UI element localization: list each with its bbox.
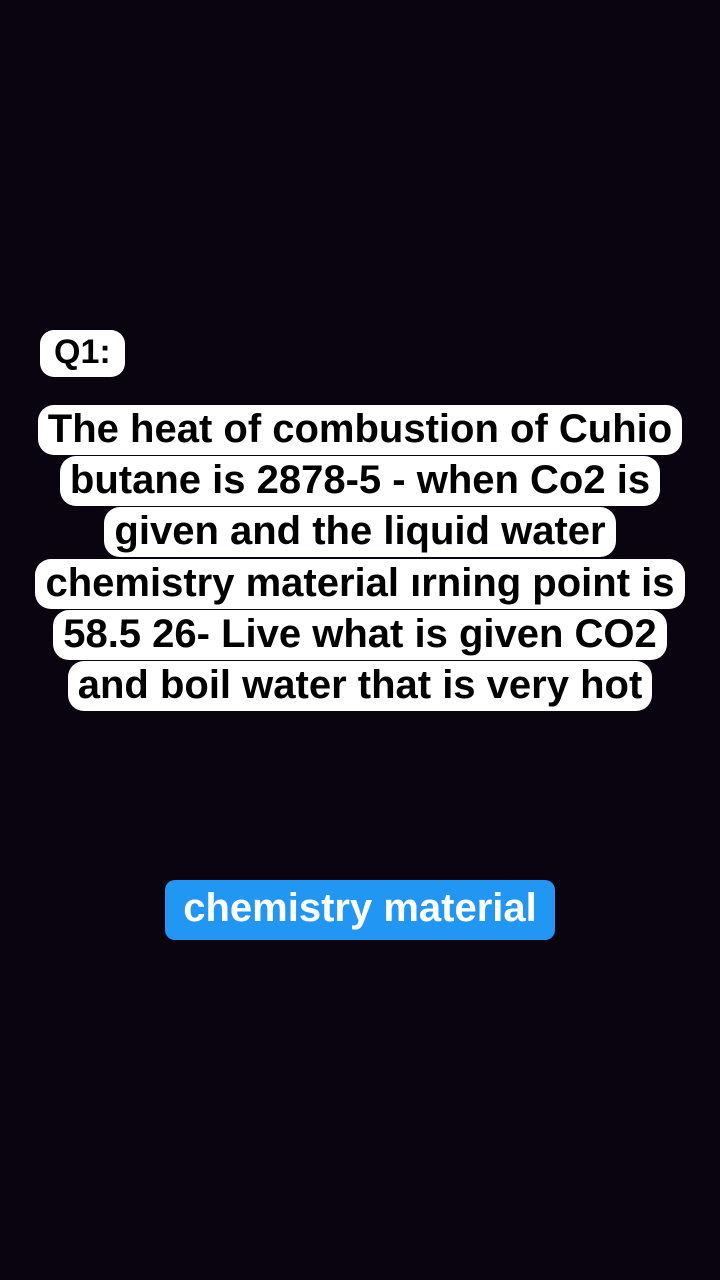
- mention-tag-wrap: chemistry material: [0, 880, 720, 940]
- question-body-outer: The heat of combustion of Cuhio butane i…: [20, 404, 700, 711]
- question-body-wrap: The heat of combustion of Cuhio butane i…: [0, 404, 720, 711]
- mention-tag[interactable]: chemistry material: [165, 880, 555, 940]
- story-stage: Q1: The heat of combustion of Cuhio buta…: [0, 0, 720, 1280]
- question-label: Q1:: [40, 330, 125, 377]
- question-body: The heat of combustion of Cuhio butane i…: [35, 405, 684, 711]
